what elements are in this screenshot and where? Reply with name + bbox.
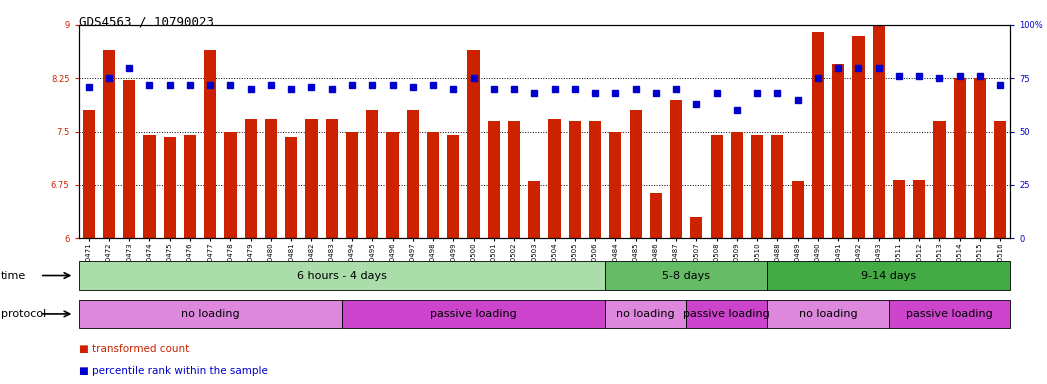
Bar xyxy=(686,300,767,328)
Bar xyxy=(629,110,642,238)
Bar xyxy=(832,64,844,238)
Bar xyxy=(569,121,581,238)
Bar xyxy=(406,110,419,238)
Bar xyxy=(467,50,480,238)
Bar xyxy=(670,99,683,238)
Text: protocol: protocol xyxy=(1,309,46,319)
Bar xyxy=(508,121,520,238)
Bar xyxy=(529,181,540,238)
Text: time: time xyxy=(1,270,26,281)
Bar xyxy=(326,119,338,238)
Bar xyxy=(245,119,257,238)
Bar xyxy=(995,121,1006,238)
Bar xyxy=(447,135,460,238)
Bar xyxy=(650,193,662,238)
Bar xyxy=(889,300,1010,328)
Bar xyxy=(342,300,605,328)
Text: passive loading: passive loading xyxy=(430,309,517,319)
Text: 9-14 days: 9-14 days xyxy=(862,270,916,281)
Text: no loading: no loading xyxy=(181,309,240,319)
Bar xyxy=(224,131,237,238)
Bar xyxy=(143,135,156,238)
Bar xyxy=(772,135,783,238)
Bar xyxy=(792,181,804,238)
Bar xyxy=(852,36,865,238)
Text: ■ transformed count: ■ transformed count xyxy=(79,344,188,354)
Bar xyxy=(386,131,399,238)
Text: no loading: no loading xyxy=(617,309,675,319)
Bar xyxy=(265,119,277,238)
Bar xyxy=(184,135,196,238)
Bar xyxy=(605,300,686,328)
Text: GDS4563 / 10790023: GDS4563 / 10790023 xyxy=(79,15,214,28)
Bar xyxy=(954,78,965,238)
Text: passive loading: passive loading xyxy=(684,309,771,319)
Bar xyxy=(306,119,317,238)
Bar xyxy=(933,121,945,238)
Bar xyxy=(731,131,743,238)
Bar xyxy=(549,119,560,238)
Bar xyxy=(488,121,499,238)
Text: passive loading: passive loading xyxy=(907,309,993,319)
Bar xyxy=(103,50,115,238)
Text: no loading: no loading xyxy=(799,309,857,319)
Bar xyxy=(711,135,722,238)
Bar xyxy=(285,137,297,238)
Bar xyxy=(79,261,605,290)
Bar xyxy=(893,180,905,238)
Bar xyxy=(346,131,358,238)
Bar xyxy=(767,300,889,328)
Text: 5-8 days: 5-8 days xyxy=(663,270,710,281)
Bar xyxy=(83,110,94,238)
Bar xyxy=(427,131,439,238)
Bar xyxy=(811,32,824,238)
Bar xyxy=(974,78,986,238)
Bar xyxy=(767,261,1010,290)
Bar xyxy=(609,131,622,238)
Bar xyxy=(751,135,763,238)
Bar xyxy=(872,0,885,238)
Bar xyxy=(79,300,342,328)
Bar xyxy=(124,80,135,238)
Bar xyxy=(163,137,176,238)
Text: 6 hours - 4 days: 6 hours - 4 days xyxy=(297,270,386,281)
Bar xyxy=(589,121,601,238)
Bar xyxy=(913,180,926,238)
Bar xyxy=(605,261,767,290)
Bar xyxy=(366,110,378,238)
Bar xyxy=(690,217,703,238)
Bar xyxy=(204,50,217,238)
Text: ■ percentile rank within the sample: ■ percentile rank within the sample xyxy=(79,366,267,376)
